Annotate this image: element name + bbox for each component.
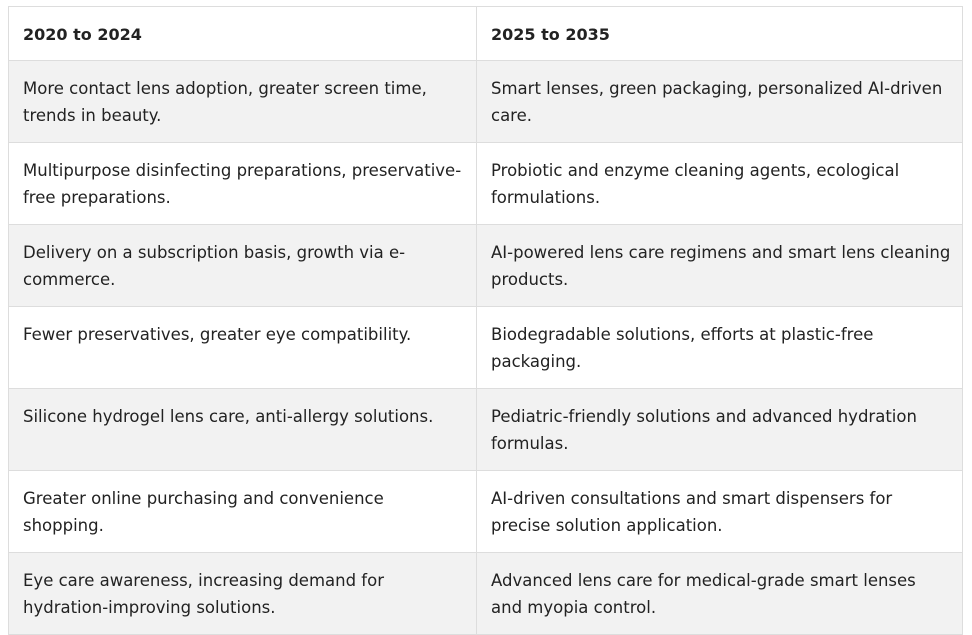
cell-2020-2024: Silicone hydrogel lens care, anti-allerg… bbox=[8, 388, 477, 471]
cell-2020-2024: More contact lens adoption, greater scre… bbox=[8, 60, 477, 143]
table-row: Delivery on a subscription basis, growth… bbox=[8, 224, 963, 307]
cell-2025-2035: Pediatric-friendly solutions and advance… bbox=[476, 388, 963, 471]
table-row: Fewer preservatives, greater eye compati… bbox=[8, 306, 963, 389]
cell-2025-2035: AI-driven consultations and smart dispen… bbox=[476, 470, 963, 553]
table-row: Greater online purchasing and convenienc… bbox=[8, 470, 963, 553]
table-row: Eye care awareness, increasing demand fo… bbox=[8, 552, 963, 635]
table-row: Multipurpose disinfecting preparations, … bbox=[8, 142, 963, 225]
cell-2025-2035: Advanced lens care for medical-grade sma… bbox=[476, 552, 963, 635]
cell-2025-2035: Biodegradable solutions, efforts at plas… bbox=[476, 306, 963, 389]
cell-2025-2035: Smart lenses, green packaging, personali… bbox=[476, 60, 963, 143]
table-header-row: 2020 to 2024 2025 to 2035 bbox=[8, 6, 963, 61]
cell-2020-2024: Multipurpose disinfecting preparations, … bbox=[8, 142, 477, 225]
cell-2025-2035: Probiotic and enzyme cleaning agents, ec… bbox=[476, 142, 963, 225]
table-row: More contact lens adoption, greater scre… bbox=[8, 60, 963, 143]
cell-2020-2024: Fewer preservatives, greater eye compati… bbox=[8, 306, 477, 389]
table-row: Silicone hydrogel lens care, anti-allerg… bbox=[8, 388, 963, 471]
cell-2020-2024: Greater online purchasing and convenienc… bbox=[8, 470, 477, 553]
cell-2020-2024: Delivery on a subscription basis, growth… bbox=[8, 224, 477, 307]
cell-2020-2024: Eye care awareness, increasing demand fo… bbox=[8, 552, 477, 635]
comparison-table: 2020 to 2024 2025 to 2035 More contact l… bbox=[8, 6, 963, 635]
cell-2025-2035: AI-powered lens care regimens and smart … bbox=[476, 224, 963, 307]
header-2025-2035: 2025 to 2035 bbox=[476, 6, 963, 61]
header-2020-2024: 2020 to 2024 bbox=[8, 6, 477, 61]
